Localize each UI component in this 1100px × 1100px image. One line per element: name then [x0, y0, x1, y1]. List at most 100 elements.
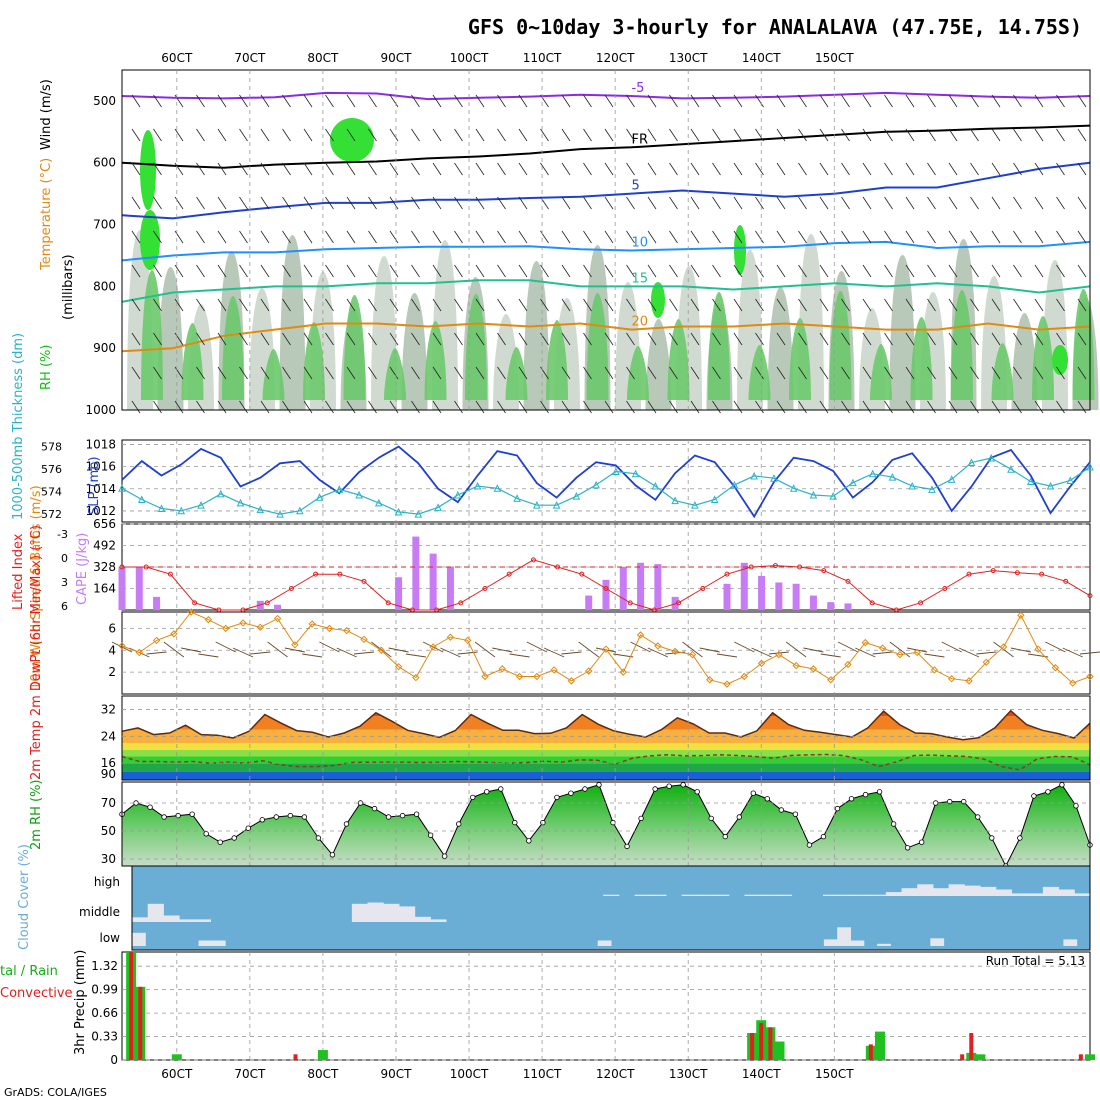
- wind-barb: [884, 230, 893, 244]
- rh-marker: [329, 852, 336, 858]
- cloud-bar-high: [917, 884, 934, 896]
- wind-barb: [1013, 94, 1022, 108]
- thickness-marker: [671, 496, 679, 505]
- cape-bar: [429, 553, 437, 610]
- rh-marker: [778, 807, 785, 813]
- wind-barb: [733, 264, 743, 278]
- wind-barb: [389, 400, 399, 414]
- wind-barb: [991, 128, 1001, 142]
- cloud-bar-high: [995, 889, 1012, 896]
- wind-barb: [862, 264, 872, 278]
- precip-convective-bar: [868, 1044, 873, 1060]
- wind-speed-marker: [481, 672, 489, 681]
- surface-wind-barb: [215, 641, 236, 653]
- wind-barb: [1034, 94, 1044, 108]
- wind-barb: [626, 332, 635, 346]
- cape-bar: [723, 583, 731, 610]
- wind-barb: [239, 230, 248, 244]
- wind-barb: [153, 264, 162, 278]
- wind-barb: [153, 366, 162, 380]
- rh-shade-moist: [870, 344, 892, 400]
- wind-barb: [712, 366, 721, 380]
- rh-marker: [680, 782, 686, 788]
- li-marker: [627, 600, 633, 606]
- isotherm-line: [121, 322, 1091, 353]
- thickness-marker: [493, 484, 502, 492]
- surface-wind-barb: [198, 653, 219, 658]
- rh-marker: [484, 789, 490, 795]
- temp-band: [122, 749, 1090, 757]
- wind-barb: [239, 94, 248, 108]
- wind-barb: [389, 298, 399, 312]
- wind-speed-line: [121, 611, 1091, 685]
- wind-barb: [626, 298, 635, 312]
- wind-barb: [497, 162, 506, 176]
- wind-barb: [1013, 400, 1022, 414]
- rh-area: [122, 784, 1090, 866]
- wind-speed-marker: [688, 650, 697, 659]
- wind-barb: [841, 366, 850, 380]
- rh-marker: [722, 833, 728, 840]
- cloud-bar-middle: [163, 915, 180, 922]
- cloud-bar-high: [1058, 889, 1075, 896]
- wind-barb: [561, 94, 571, 108]
- wind-speed-marker: [446, 633, 455, 641]
- wind-barb: [862, 94, 872, 108]
- wind-barb: [239, 298, 248, 312]
- thickness-marker: [394, 507, 403, 516]
- cape-label: CAPE (J/kg): [75, 533, 90, 605]
- rh-shade-moist: [424, 321, 447, 400]
- wind-barb: [712, 196, 721, 210]
- wind-barb: [819, 298, 829, 312]
- cape-tick: 492: [93, 539, 116, 553]
- wind-speed-marker: [118, 642, 126, 650]
- rh-tick: 50: [101, 824, 116, 838]
- wind-barb: [1013, 264, 1022, 278]
- wind-barb: [583, 332, 592, 346]
- wind-speed-marker: [965, 677, 973, 685]
- surface-wind-barb: [889, 641, 911, 658]
- wind-speed-marker: [550, 666, 558, 674]
- surface-wind-barb: [509, 653, 530, 658]
- wind-barb: [368, 94, 377, 108]
- wind-barb: [217, 230, 227, 244]
- surface-wind-barb: [785, 641, 807, 658]
- temp-tick: 32: [101, 702, 116, 716]
- wind-barb: [454, 230, 463, 244]
- wind-barb: [475, 162, 485, 176]
- wind-barb: [217, 128, 227, 142]
- precip-total-bar: [171, 1054, 182, 1060]
- wind-barb: [432, 128, 442, 142]
- cloud-bg: [132, 866, 1090, 950]
- li-marker: [192, 600, 198, 606]
- temp-tick: 24: [101, 729, 116, 743]
- wind-barb: [604, 264, 614, 278]
- wind-barb: [776, 230, 786, 244]
- precip-total-bar: [975, 1054, 986, 1060]
- wind-barb: [884, 264, 893, 278]
- surface-wind-barb: [682, 641, 703, 658]
- surface-wind-barb: [111, 641, 133, 653]
- wind-barb: [432, 366, 442, 380]
- wind-barb: [217, 366, 227, 380]
- wind-barb: [282, 298, 291, 312]
- wind-speed-marker: [757, 659, 766, 668]
- wind-barb: [454, 264, 463, 278]
- wind-barb: [282, 196, 291, 210]
- isotherm-label: 15: [631, 271, 648, 286]
- wind-barb: [647, 230, 657, 244]
- rh-marker: [498, 786, 504, 792]
- wind-barb: [239, 162, 248, 176]
- cape-bar: [637, 562, 645, 610]
- rh-marker: [652, 786, 658, 792]
- wind-barb: [798, 230, 807, 244]
- wind-barb: [131, 196, 141, 210]
- wind-speed-marker: [792, 661, 800, 670]
- cloud-bar-middle: [132, 917, 149, 922]
- li-marker: [482, 586, 488, 591]
- wind-barb: [948, 332, 958, 346]
- thickness-marker: [434, 503, 442, 511]
- wind-speed-marker: [1069, 679, 1077, 687]
- surface-wind-barb: [388, 647, 409, 653]
- wind-barb: [282, 128, 291, 142]
